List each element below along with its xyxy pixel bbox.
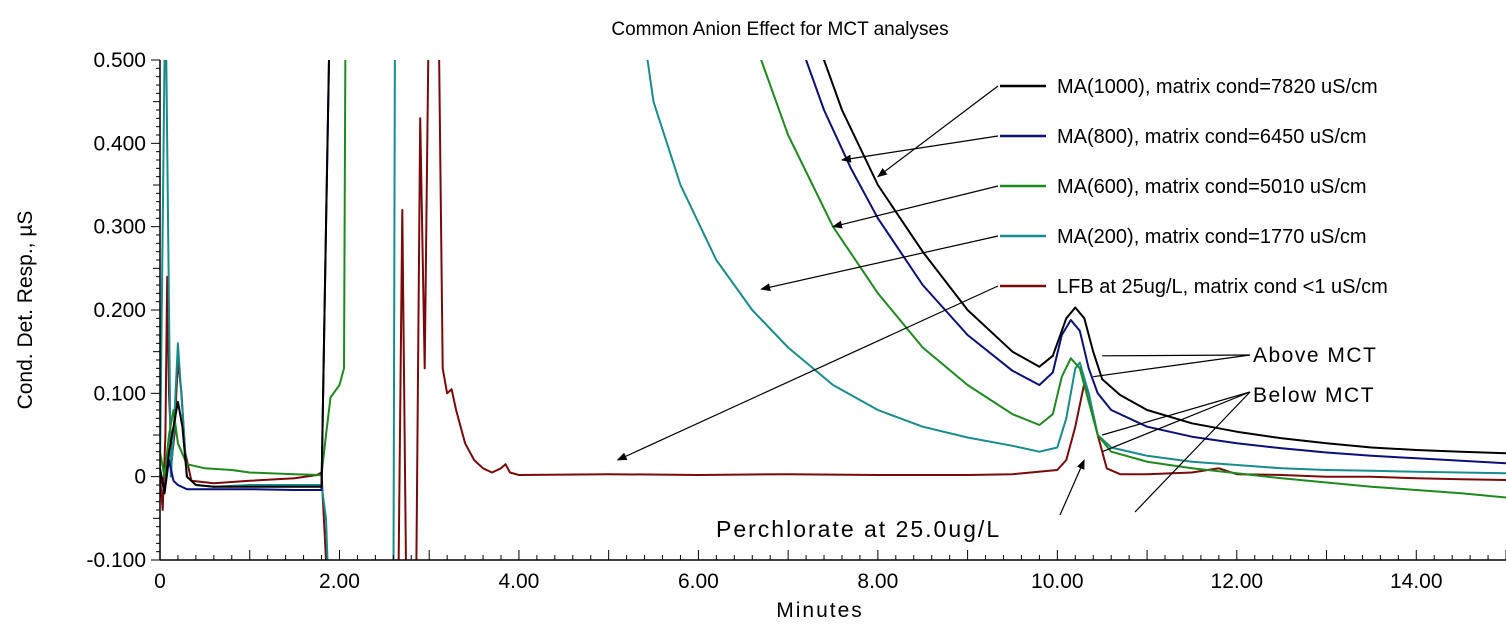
x-tick-label: 2.00 xyxy=(319,570,360,593)
annotation-pointer xyxy=(1101,391,1251,453)
series-layer xyxy=(160,60,1506,560)
x-tick-label: 4.00 xyxy=(498,570,539,593)
chart-title: Common Anion Effect for MCT analyses xyxy=(611,19,948,40)
legend-arrow xyxy=(760,235,999,292)
legend-arrow xyxy=(616,285,999,461)
y-axis-ticks: 0.500 0.400 0.300 0.200 0.100 0 -0.100 xyxy=(86,49,160,572)
series-line xyxy=(160,60,1506,499)
x-tick-label: 0 xyxy=(154,570,166,593)
series-line xyxy=(160,60,1506,560)
y-tick-label: -0.100 xyxy=(86,549,146,572)
x-tick-label: 8.00 xyxy=(857,570,898,593)
legend-entry: MA(800), matrix cond=6450 uS/cm xyxy=(1057,126,1367,148)
annotation-perchlorate: Perchlorate at 25.0ug/L xyxy=(716,516,1001,542)
y-axis-label: Cond. Det. Resp., µS xyxy=(14,211,37,410)
annotation-pointer xyxy=(1134,391,1251,513)
x-tick-label: 12.00 xyxy=(1211,570,1264,593)
annotations: Above MCT Below MCT Perchlorate at 25.0ug/… xyxy=(716,344,1377,542)
legend-arrow xyxy=(840,135,999,163)
annotation-pointer xyxy=(1102,391,1251,436)
series-line xyxy=(160,60,1506,495)
legend-entry: LFB at 25ug/L, matrix cond <1 uS/cm xyxy=(1057,276,1388,298)
annotation-below-mct: Below MCT xyxy=(1253,384,1375,407)
x-axis-label: Minutes xyxy=(776,599,864,622)
series-line xyxy=(160,60,1506,495)
x-tick-label: 10.00 xyxy=(1031,570,1084,593)
legend-arrow xyxy=(877,85,999,178)
y-tick-label: 0 xyxy=(134,466,146,489)
annotation-pointer xyxy=(1093,354,1251,378)
y-tick-label: 0.500 xyxy=(93,49,146,72)
annotation-arrow xyxy=(1059,459,1085,516)
legend-entry: MA(200), matrix cond=1770 uS/cm xyxy=(1057,226,1367,248)
annotation-pointer xyxy=(1102,354,1251,357)
annotation-above-mct: Above MCT xyxy=(1253,344,1377,367)
legend-entry: MA(1000), matrix cond=7820 uS/cm xyxy=(1057,76,1378,98)
y-tick-label: 0.100 xyxy=(93,382,146,405)
legend-arrow xyxy=(832,185,999,229)
legend-entry: MA(600), matrix cond=5010 uS/cm xyxy=(1057,176,1367,198)
y-tick-label: 0.400 xyxy=(93,132,146,155)
x-axis-ticks: 0 2.00 4.00 6.00 8.00 10.00 12.00 14.00 xyxy=(154,550,1506,593)
x-tick-label: 14.00 xyxy=(1390,570,1443,593)
x-tick-label: 6.00 xyxy=(678,570,719,593)
y-tick-label: 0.200 xyxy=(93,299,146,322)
legend: MA(1000), matrix cond=7820 uS/cm MA(800),… xyxy=(616,76,1388,461)
y-tick-label: 0.300 xyxy=(93,216,146,239)
